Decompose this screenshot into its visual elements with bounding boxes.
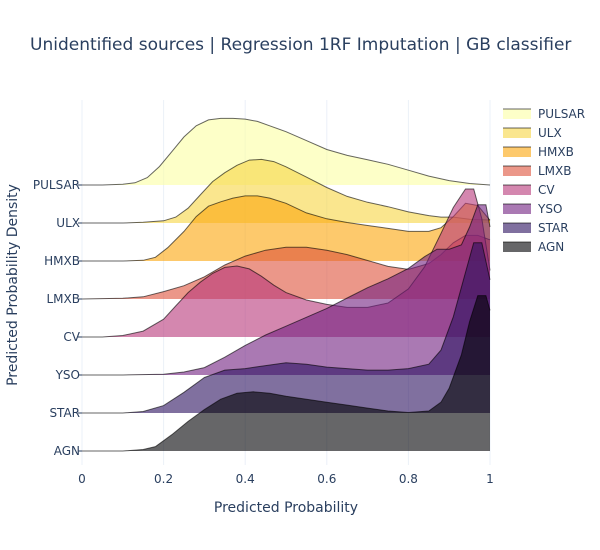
legend-swatch	[503, 147, 531, 157]
legend-label: YSO	[537, 202, 562, 216]
x-tick-label: 1	[486, 472, 494, 486]
x-tick-label: 0.6	[317, 472, 336, 486]
legend-item-agn[interactable]: AGN	[503, 240, 564, 254]
x-tick-label: 0.4	[236, 472, 255, 486]
legend-label: CV	[538, 183, 555, 197]
y-tick-label: PULSAR	[33, 178, 80, 192]
legend[interactable]: PULSAR ULX HMXB LMXB CV YSO STAR AGN	[503, 107, 585, 254]
ridge-line-ulx	[82, 158, 491, 224]
legend-item-hmxb[interactable]: HMXB	[503, 145, 574, 159]
ridge-line-star	[82, 242, 491, 414]
x-tick-labels: 0 0.2 0.4 0.6 0.8 1	[78, 472, 494, 486]
legend-item-cv[interactable]: CV	[503, 183, 555, 197]
legend-item-lmxb[interactable]: LMXB	[503, 164, 572, 178]
y-tick-label: STAR	[49, 406, 80, 420]
y-tick-label: HMXB	[44, 254, 80, 268]
ridge-area-agn	[82, 295, 490, 451]
y-tick-label: YSO	[55, 368, 80, 382]
legend-item-yso[interactable]: YSO	[503, 202, 562, 216]
legend-label: AGN	[538, 240, 564, 254]
ridge-line-hmxb	[82, 195, 491, 262]
legend-item-star[interactable]: STAR	[503, 221, 569, 235]
x-tick-label: 0.2	[154, 472, 173, 486]
y-tick-label: LMXB	[47, 292, 81, 306]
ridge-line-agn	[82, 295, 491, 452]
ridges	[81, 117, 491, 452]
ridge-area-hmxb	[82, 195, 490, 261]
y-tick-label: CV	[63, 330, 80, 344]
legend-label: STAR	[538, 221, 569, 235]
legend-swatch	[503, 204, 531, 214]
ridge-line-yso	[82, 204, 491, 376]
x-tick-label: 0	[78, 472, 86, 486]
legend-swatch	[503, 109, 531, 119]
ridge-area-pulsar	[82, 118, 490, 185]
legend-item-pulsar[interactable]: PULSAR	[503, 107, 585, 121]
legend-swatch	[503, 185, 531, 195]
ridge-line-cv	[82, 188, 491, 338]
ridge-area-yso	[82, 204, 490, 375]
legend-swatch	[503, 166, 531, 176]
y-tick-label: AGN	[54, 444, 80, 458]
legend-item-ulx[interactable]: ULX	[503, 126, 562, 140]
legend-swatch	[503, 242, 531, 252]
legend-label: ULX	[538, 126, 562, 140]
legend-swatch	[503, 223, 531, 233]
y-axis-title: Predicted Probability Density	[5, 184, 21, 386]
y-tick-label: ULX	[56, 216, 80, 230]
legend-label: PULSAR	[538, 107, 585, 121]
legend-swatch	[503, 128, 531, 138]
x-axis-title: Predicted Probability	[214, 500, 358, 516]
ridge-area-cv	[82, 189, 490, 337]
legend-label: LMXB	[538, 164, 572, 178]
chart-title: Unidentified sources | Regression 1RF Im…	[30, 35, 571, 55]
ridge-line-pulsar	[82, 117, 491, 186]
y-tick-labels: PULSAR ULX HMXB LMXB CV YSO STAR AGN	[33, 178, 82, 458]
legend-label: HMXB	[538, 145, 574, 159]
x-tick-label: 0.8	[399, 472, 418, 486]
